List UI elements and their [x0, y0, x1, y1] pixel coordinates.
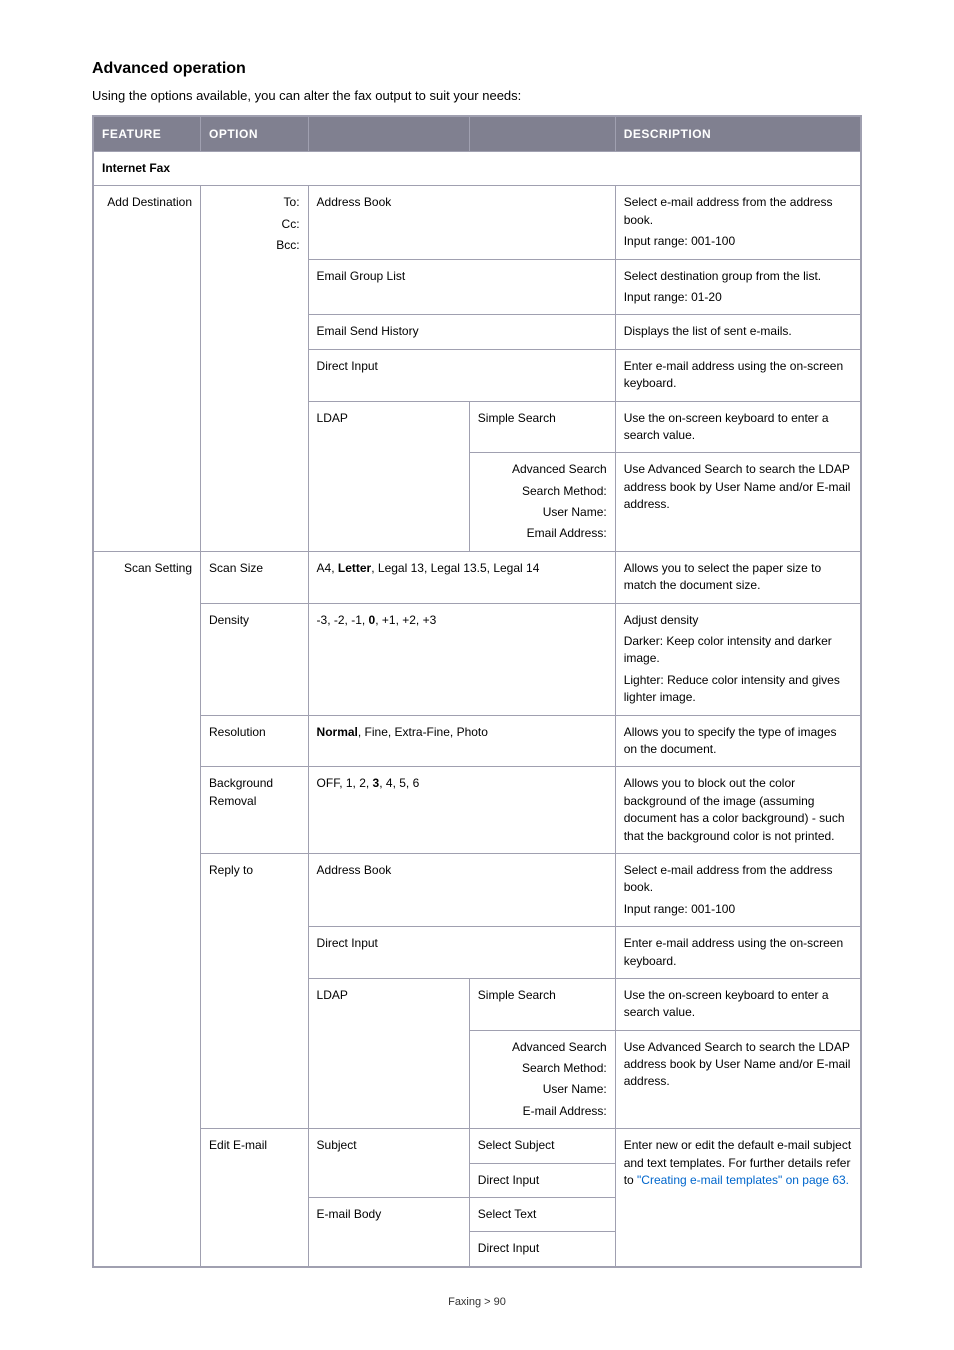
value-subject-direct: Direct Input — [469, 1163, 615, 1197]
value-ldap: LDAP — [308, 401, 469, 551]
value-direct-input: Direct Input — [308, 349, 615, 401]
desc-density: Adjust densityDarker: Keep color intensi… — [615, 603, 861, 715]
option-edit-email: Edit E-mail — [201, 1129, 309, 1267]
value-select-subject: Select Subject — [469, 1129, 615, 1163]
value-body: E-mail Body — [308, 1198, 469, 1267]
feature-table: FEATURE OPTION DESCRIPTION Internet Fax … — [92, 115, 862, 1268]
value-body-direct: Direct Input — [469, 1232, 615, 1267]
option-reply-to: Reply to — [201, 853, 309, 1128]
page-footer: Faxing > 90 — [92, 1296, 862, 1308]
desc-bg-removal: Allows you to block out the color backgr… — [615, 767, 861, 854]
option-scan-size: Scan Size — [201, 551, 309, 603]
value-address-book: Address Book — [308, 186, 615, 259]
col-blank1 — [308, 116, 469, 152]
desc-email-group: Select destination group from the list.I… — [615, 259, 861, 315]
feature-scan-setting: Scan Setting — [93, 551, 201, 1266]
value-reply-advanced: Advanced SearchSearch Method:User Name:E… — [469, 1030, 615, 1129]
desc-address-book: Select e-mail address from the address b… — [615, 186, 861, 259]
table-header-row: FEATURE OPTION DESCRIPTION — [93, 116, 861, 152]
desc-email-history: Displays the list of sent e-mails. — [615, 315, 861, 349]
value-simple-search: Simple Search — [469, 401, 615, 453]
feature-add-destination: Add Destination — [93, 186, 201, 551]
value-email-group: Email Group List — [308, 259, 615, 315]
desc-simple-search: Use the on-screen keyboard to enter a se… — [615, 401, 861, 453]
desc-reply-direct: Enter e-mail address using the on-screen… — [615, 927, 861, 979]
col-description: DESCRIPTION — [615, 116, 861, 152]
desc-direct-input: Enter e-mail address using the on-screen… — [615, 349, 861, 401]
value-subject: Subject — [308, 1129, 469, 1198]
desc-edit-email: Enter new or edit the default e-mail sub… — [615, 1129, 861, 1267]
col-feature: FEATURE — [93, 116, 201, 152]
desc-resolution: Allows you to specify the type of images… — [615, 715, 861, 767]
option-bg-removal: Background Removal — [201, 767, 309, 854]
desc-scan-size: Allows you to select the paper size to m… — [615, 551, 861, 603]
value-reply-direct: Direct Input — [308, 927, 615, 979]
desc-reply-advanced: Use Advanced Search to search the LDAP a… — [615, 1030, 861, 1129]
value-advanced-search: Advanced SearchSearch Method:User Name:E… — [469, 453, 615, 552]
value-density: -3, -2, -1, 0, +1, +2, +3 — [308, 603, 615, 715]
value-select-text: Select Text — [469, 1198, 615, 1232]
page-heading: Advanced operation — [92, 60, 862, 78]
value-scan-size: A4, Letter, Legal 13, Legal 13.5, Legal … — [308, 551, 615, 603]
value-reply-simple: Simple Search — [469, 978, 615, 1030]
intro-text: Using the options available, you can alt… — [92, 88, 862, 103]
desc-reply-addrbook: Select e-mail address from the address b… — [615, 853, 861, 926]
option-to-cc-bcc: To:Cc:Bcc: — [201, 186, 309, 551]
value-reply-ldap: LDAP — [308, 978, 469, 1128]
option-resolution: Resolution — [201, 715, 309, 767]
section-internet-fax: Internet Fax — [93, 152, 861, 186]
value-resolution: Normal, Fine, Extra-Fine, Photo — [308, 715, 615, 767]
col-blank2 — [469, 116, 615, 152]
value-email-history: Email Send History — [308, 315, 615, 349]
value-bg-removal: OFF, 1, 2, 3, 4, 5, 6 — [308, 767, 615, 854]
col-option: OPTION — [201, 116, 309, 152]
value-reply-addrbook: Address Book — [308, 853, 615, 926]
desc-reply-simple: Use the on-screen keyboard to enter a se… — [615, 978, 861, 1030]
option-density: Density — [201, 603, 309, 715]
desc-advanced-search: Use Advanced Search to search the LDAP a… — [615, 453, 861, 552]
